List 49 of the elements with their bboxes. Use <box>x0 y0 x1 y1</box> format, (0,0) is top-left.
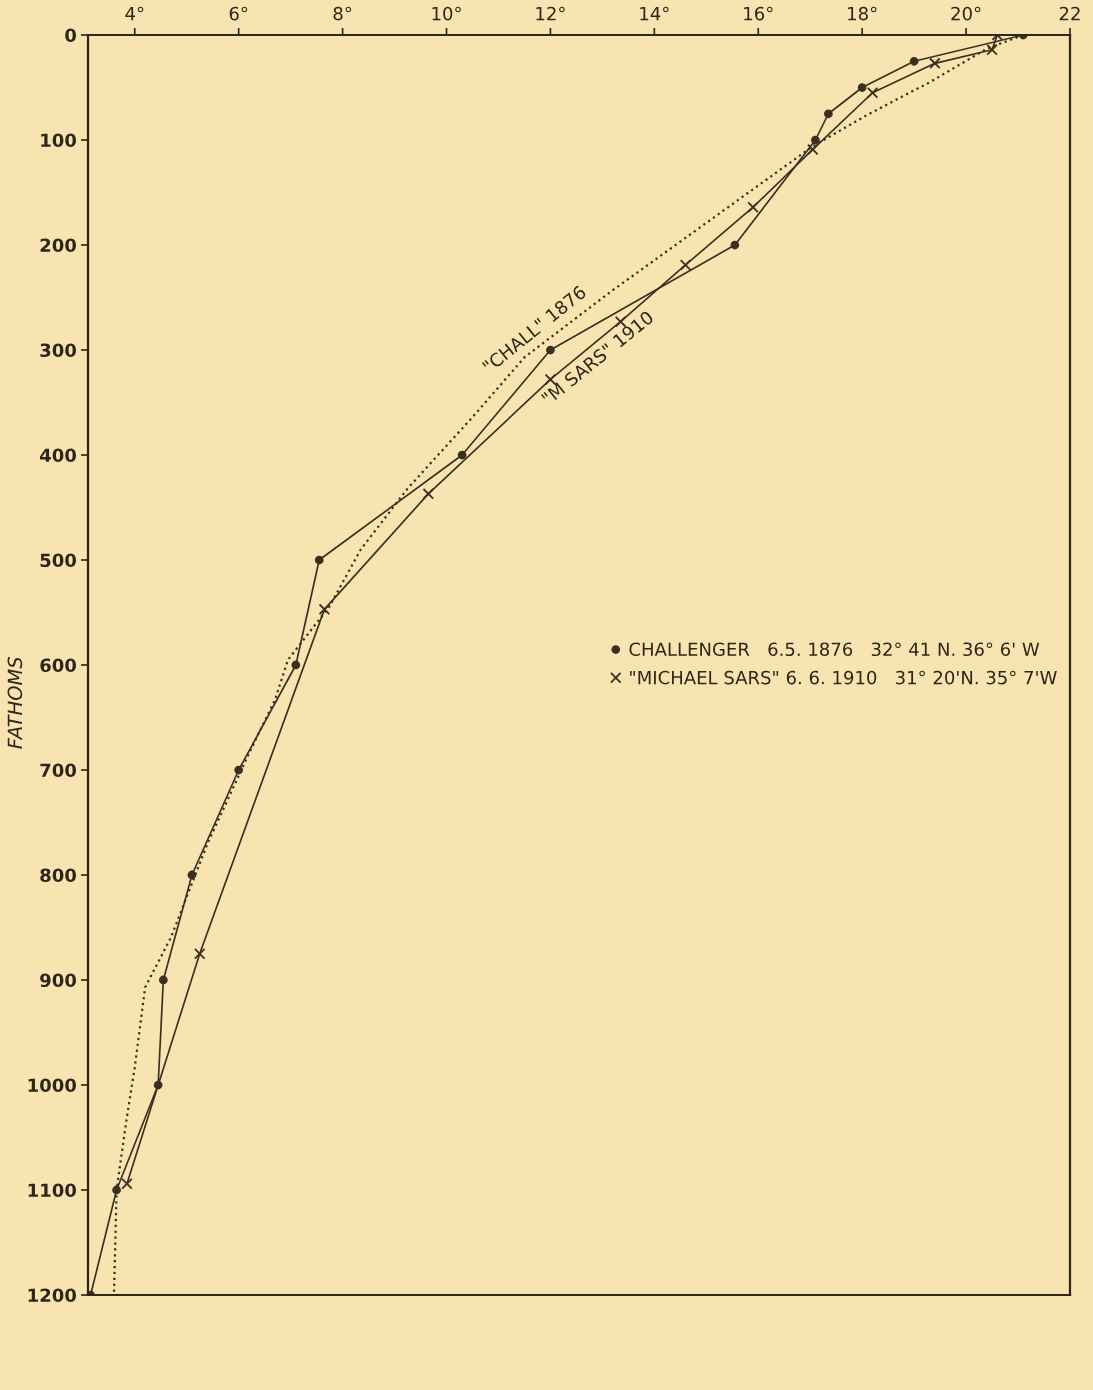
x-tick-label: 10° <box>432 6 461 21</box>
point <box>158 975 168 985</box>
y-tick-label: 700 <box>40 763 77 778</box>
y-tick-label: 1000 <box>28 1078 77 1093</box>
x-tick-label: 16° <box>744 6 773 21</box>
point <box>929 57 941 70</box>
point <box>121 1177 133 1190</box>
y-tick-label: 200 <box>40 238 77 253</box>
legend-label: CHALLENGER 6.5. 1876 32° 41 N. 36° 6' W <box>629 642 1040 657</box>
point <box>291 660 301 670</box>
point <box>457 450 467 460</box>
y-tick-label: 1100 <box>28 1183 77 1198</box>
point <box>857 83 867 92</box>
point <box>747 201 759 213</box>
point <box>318 603 331 616</box>
y-tick-label: 800 <box>40 868 77 883</box>
legend-label: "MICHAEL SARS" 6. 6. 1910 31° 20'N. 35° 7'W <box>630 670 1057 685</box>
point <box>422 488 435 500</box>
y-tick-label: 300 <box>40 343 77 358</box>
point <box>730 240 740 250</box>
y-tick-label: 100 <box>41 133 77 148</box>
point <box>679 259 692 271</box>
point <box>546 345 555 355</box>
point <box>807 143 819 156</box>
x-tick-label: 18° <box>848 6 877 21</box>
x-tick-label: 20° <box>951 6 981 21</box>
x-tick-label: 12° <box>536 6 565 21</box>
point <box>824 109 833 119</box>
y-tick-label: 600 <box>40 658 77 673</box>
x-tick-label: 4° <box>125 6 144 21</box>
x-tick-label: 14° <box>640 6 669 21</box>
y-axis-title: FATHOMS <box>7 656 23 749</box>
x-tick-label: 8° <box>333 6 352 21</box>
y-tick-label: 1200 <box>28 1288 77 1303</box>
y-tick-label: 0 <box>65 28 77 43</box>
y-tick-label: 500 <box>40 553 77 568</box>
point <box>811 135 820 145</box>
point <box>986 43 998 56</box>
point <box>866 86 879 99</box>
point <box>112 1185 121 1195</box>
point <box>187 870 197 880</box>
point <box>193 947 206 960</box>
y-tick-label: 400 <box>40 448 77 463</box>
y-tick-label: 900 <box>40 973 77 988</box>
point <box>234 765 244 775</box>
point <box>314 555 324 565</box>
point <box>909 56 919 66</box>
x-tick-label: 22 <box>1059 6 1080 21</box>
x-tick-label: 6° <box>229 6 248 21</box>
